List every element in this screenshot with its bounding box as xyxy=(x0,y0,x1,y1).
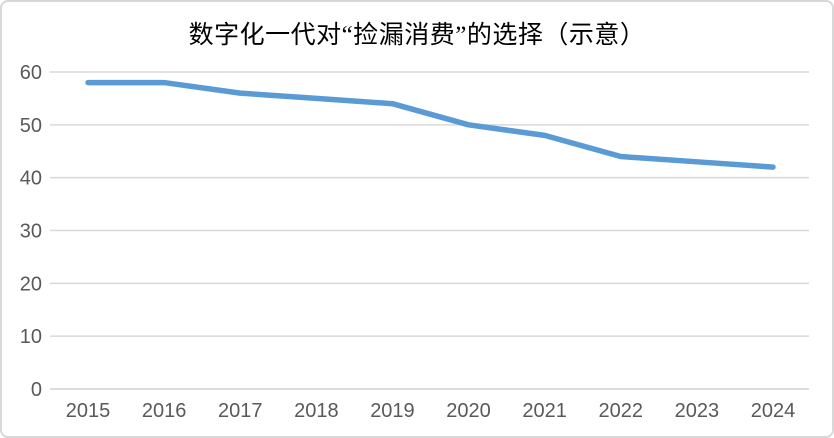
x-tick-label-2021: 2021 xyxy=(522,400,567,422)
x-tick-label-2024: 2024 xyxy=(751,400,796,422)
x-tick-label-2020: 2020 xyxy=(446,400,491,422)
x-tick-label-2017: 2017 xyxy=(218,400,263,422)
x-tick-label-2015: 2015 xyxy=(66,400,111,422)
x-tick-label-2023: 2023 xyxy=(675,400,720,422)
x-tick-label-2022: 2022 xyxy=(599,400,644,422)
chart-title: 数字化一代对“捡漏消费”的选择（示意） xyxy=(188,22,646,49)
data-line-series-0 xyxy=(85,79,776,170)
y-tick-label-50: 50 xyxy=(20,115,42,137)
y-tick-label-0: 0 xyxy=(31,379,42,401)
y-tick-label-10: 10 xyxy=(20,326,42,348)
y-tick-label-30: 30 xyxy=(20,221,42,243)
x-tick-label-2019: 2019 xyxy=(370,400,415,422)
y-tick-label-40: 40 xyxy=(20,168,42,190)
y-tick-label-20: 20 xyxy=(20,273,42,295)
x-tick-label-2018: 2018 xyxy=(294,400,339,422)
x-tick-label-2016: 2016 xyxy=(142,400,187,422)
y-tick-label-60: 60 xyxy=(20,62,42,84)
